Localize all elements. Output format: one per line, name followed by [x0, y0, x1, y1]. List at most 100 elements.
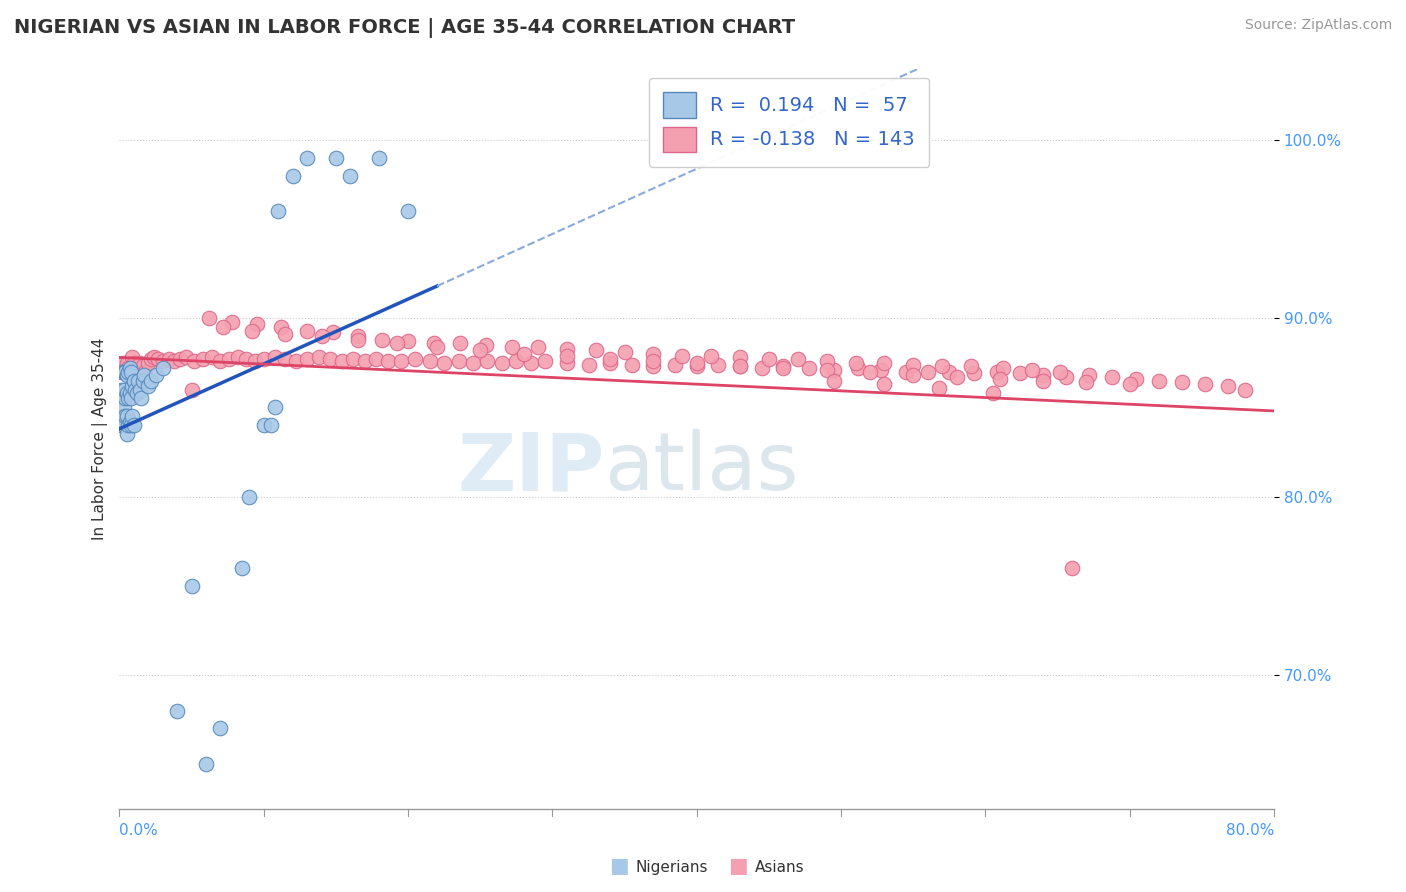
- Point: [1032, 368, 1054, 383]
- Point: [264, 351, 287, 365]
- Point: [112, 401, 135, 415]
- Point: [131, 374, 153, 388]
- Point: [346, 329, 368, 343]
- Point: [114, 409, 136, 424]
- Point: [1060, 561, 1083, 575]
- Point: [426, 811, 449, 825]
- Point: [245, 317, 267, 331]
- Point: [267, 204, 290, 219]
- Point: [368, 151, 391, 165]
- Point: [491, 356, 513, 370]
- Point: [772, 359, 794, 374]
- Point: [686, 356, 709, 370]
- Point: [311, 329, 333, 343]
- Text: Asians: Asians: [755, 861, 804, 875]
- Point: [112, 418, 135, 433]
- Point: [201, 351, 224, 365]
- Point: [728, 359, 751, 374]
- Point: [111, 365, 134, 379]
- Point: [377, 354, 399, 368]
- Point: [477, 354, 499, 368]
- Point: [385, 336, 408, 351]
- Point: [578, 358, 600, 372]
- Point: [117, 365, 139, 379]
- Point: [671, 349, 693, 363]
- Point: [238, 490, 260, 504]
- Point: [128, 356, 150, 370]
- Point: [520, 356, 543, 370]
- Point: [183, 354, 205, 368]
- Point: [157, 352, 180, 367]
- Point: [1147, 374, 1170, 388]
- Point: [191, 352, 214, 367]
- Point: [209, 722, 232, 736]
- Point: [960, 359, 983, 374]
- Point: [169, 352, 191, 367]
- Point: [620, 358, 643, 372]
- Point: [198, 311, 221, 326]
- Point: [686, 359, 709, 374]
- Point: [115, 356, 138, 370]
- Point: [195, 757, 218, 772]
- Point: [555, 342, 578, 356]
- Point: [118, 361, 141, 376]
- Point: [264, 401, 287, 415]
- Point: [218, 352, 240, 367]
- Point: [209, 354, 232, 368]
- Point: [124, 383, 146, 397]
- Point: [815, 354, 838, 368]
- Point: [322, 326, 344, 340]
- Text: ■: ■: [728, 856, 748, 876]
- Point: [121, 409, 143, 424]
- Point: [894, 365, 917, 379]
- Point: [110, 383, 132, 397]
- Point: [284, 354, 307, 368]
- Text: ZIP: ZIP: [457, 429, 605, 508]
- Point: [475, 338, 498, 352]
- Point: [823, 363, 845, 377]
- Point: [120, 418, 142, 433]
- Point: [404, 352, 426, 367]
- Point: [125, 361, 148, 376]
- Point: [295, 324, 318, 338]
- Text: atlas: atlas: [605, 429, 799, 508]
- Point: [221, 315, 243, 329]
- Point: [148, 352, 170, 367]
- Point: [1049, 365, 1071, 379]
- Point: [145, 368, 167, 383]
- Point: [991, 361, 1014, 376]
- Point: [274, 327, 297, 342]
- Point: [758, 352, 780, 367]
- Point: [599, 356, 621, 370]
- Point: [419, 354, 441, 368]
- Point: [132, 368, 155, 383]
- Point: [859, 365, 882, 379]
- Point: [555, 356, 578, 370]
- Text: ■: ■: [609, 856, 628, 876]
- Point: [115, 386, 138, 401]
- Point: [111, 365, 134, 379]
- Point: [152, 354, 174, 368]
- Point: [534, 354, 557, 368]
- Point: [423, 336, 446, 351]
- Point: [120, 365, 142, 379]
- Point: [353, 354, 375, 368]
- Point: [128, 383, 150, 397]
- Point: [260, 418, 283, 433]
- Point: [396, 334, 419, 349]
- Text: Source: ZipAtlas.com: Source: ZipAtlas.com: [1244, 18, 1392, 32]
- Point: [988, 372, 1011, 386]
- Point: [121, 379, 143, 393]
- Point: [903, 368, 925, 383]
- Point: [470, 343, 492, 358]
- Point: [243, 354, 266, 368]
- Point: [585, 343, 607, 358]
- Text: Nigerians: Nigerians: [636, 861, 709, 875]
- Point: [163, 354, 186, 368]
- Legend: R =  0.194   N =  57, R = -0.138   N = 143: R = 0.194 N = 57, R = -0.138 N = 143: [650, 78, 929, 167]
- Point: [115, 368, 138, 383]
- Y-axis label: In Labor Force | Age 35-44: In Labor Force | Age 35-44: [93, 337, 108, 540]
- Point: [986, 365, 1008, 379]
- Point: [319, 352, 342, 367]
- Text: 0.0%: 0.0%: [120, 823, 159, 838]
